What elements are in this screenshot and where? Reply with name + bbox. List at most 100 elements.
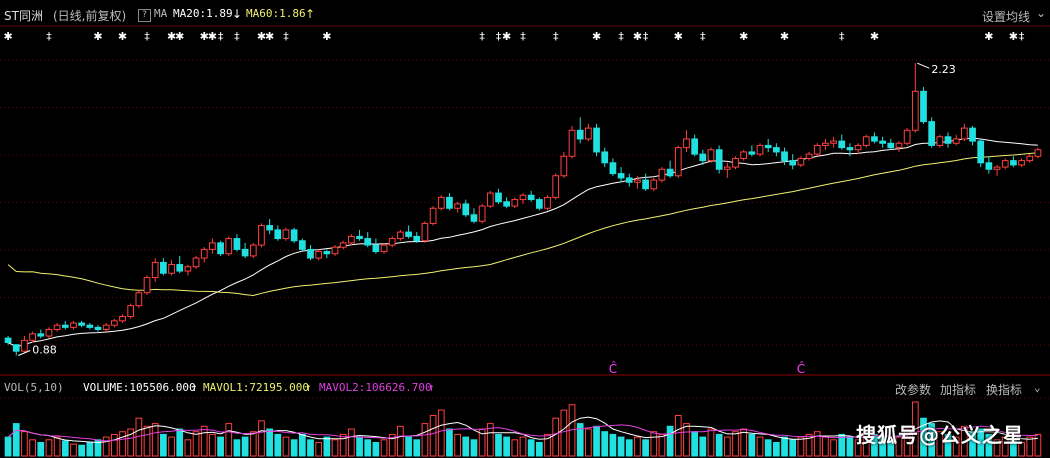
candle-body bbox=[364, 238, 372, 246]
star-marker-icon: ✱ bbox=[1009, 30, 1018, 43]
volume-bar bbox=[617, 436, 625, 457]
candle-body bbox=[764, 144, 772, 149]
candle-body bbox=[535, 199, 543, 209]
candle-body bbox=[348, 235, 355, 244]
candle-body bbox=[339, 242, 347, 248]
volume-bar bbox=[176, 428, 184, 457]
change-params-button[interactable]: 改参数 bbox=[895, 383, 932, 397]
volume-bar bbox=[143, 425, 151, 457]
candle-body bbox=[143, 277, 151, 294]
candle-body bbox=[911, 90, 919, 131]
volume-bar bbox=[928, 423, 936, 457]
volume-bar bbox=[985, 433, 993, 457]
volume-bar bbox=[756, 436, 764, 457]
candle-body bbox=[200, 248, 208, 259]
settings-ma-button[interactable]: 设置均线 bbox=[981, 10, 1030, 24]
volume-bar bbox=[732, 431, 739, 457]
volume-bar bbox=[625, 439, 633, 457]
volume-bar bbox=[470, 439, 478, 457]
candle-body bbox=[519, 194, 527, 201]
volume-bar bbox=[421, 423, 429, 457]
volume-bar bbox=[1034, 433, 1042, 457]
candle-body bbox=[862, 136, 870, 146]
volume-bar bbox=[879, 436, 886, 457]
volume-bar bbox=[715, 433, 723, 457]
volume-bar bbox=[21, 431, 28, 457]
dagger-marker-icon: ‡ bbox=[283, 30, 289, 43]
chevron-down-icon[interactable]: ⌄ bbox=[1035, 6, 1046, 20]
candle-body bbox=[70, 322, 77, 328]
volume-bar bbox=[993, 439, 1001, 457]
switch-indicator-button[interactable]: 换指标 bbox=[986, 383, 1023, 397]
volume-bar bbox=[160, 433, 167, 457]
volume-bar bbox=[781, 436, 788, 457]
candle-body bbox=[61, 324, 69, 328]
special-mark-icon: Ĉ bbox=[797, 361, 805, 376]
candle-body bbox=[356, 235, 363, 240]
dagger-marker-icon: ‡ bbox=[520, 30, 526, 43]
candle-body bbox=[838, 140, 846, 149]
candle-body bbox=[315, 251, 323, 259]
candle-body bbox=[225, 238, 233, 255]
volume-bar bbox=[437, 409, 445, 457]
volume-bar bbox=[838, 433, 846, 457]
dagger-marker-icon: ‡ bbox=[618, 30, 624, 43]
candle-body bbox=[993, 166, 1001, 170]
candle-body bbox=[707, 149, 715, 162]
star-marker-icon: ✱ bbox=[208, 30, 217, 43]
candle-body bbox=[683, 138, 690, 149]
candle-body bbox=[936, 136, 944, 146]
add-indicator-button[interactable]: 加指标 bbox=[940, 383, 977, 397]
volume-bar bbox=[830, 439, 837, 457]
candle-body bbox=[151, 261, 159, 279]
candle-body bbox=[1010, 160, 1017, 166]
dagger-marker-icon: ‡ bbox=[46, 30, 52, 43]
candle-body bbox=[421, 222, 429, 242]
candle-body bbox=[503, 201, 511, 207]
volume-bar bbox=[274, 433, 282, 457]
help-icon[interactable]: ? bbox=[138, 9, 151, 22]
star-marker-icon: ✱ bbox=[633, 30, 642, 43]
candle-body bbox=[527, 194, 535, 201]
volume-bar bbox=[127, 428, 135, 457]
volume-bar bbox=[184, 439, 192, 457]
candle-body bbox=[184, 266, 192, 272]
candle-body bbox=[405, 231, 412, 237]
ma20-value: MA20:1.89 bbox=[173, 7, 233, 20]
volume-bar bbox=[151, 423, 159, 457]
candle-body bbox=[756, 144, 764, 155]
candle-body bbox=[53, 324, 61, 331]
star-marker-icon: ✱ bbox=[93, 30, 102, 43]
candle-body bbox=[985, 162, 993, 170]
volume-bar bbox=[209, 433, 216, 457]
volume-bar bbox=[797, 436, 805, 457]
chevron-down-icon[interactable]: ⌄ bbox=[1034, 381, 1041, 394]
candle-body bbox=[127, 305, 135, 318]
candle-body bbox=[21, 339, 28, 352]
candle-body bbox=[437, 196, 445, 209]
candle-body bbox=[674, 147, 682, 177]
star-marker-icon: ✱ bbox=[870, 30, 879, 43]
volume-bar bbox=[233, 439, 241, 457]
star-marker-icon: ✱ bbox=[167, 30, 176, 43]
candle-body bbox=[168, 264, 175, 274]
volume-bar bbox=[388, 433, 396, 457]
ma-label: MA bbox=[154, 7, 168, 20]
dagger-marker-icon: ‡ bbox=[700, 30, 706, 43]
candle-body bbox=[1026, 155, 1034, 162]
volume-bar bbox=[813, 431, 821, 457]
candle-body bbox=[388, 238, 396, 246]
volume-bar bbox=[805, 433, 813, 457]
candle-body bbox=[397, 231, 404, 240]
volume-bar bbox=[413, 439, 421, 457]
volume-bar bbox=[4, 436, 12, 457]
volume-bar bbox=[748, 433, 756, 457]
candle-body bbox=[544, 196, 551, 209]
candle-body bbox=[454, 203, 461, 209]
volume-bar bbox=[650, 431, 658, 457]
volume-bar bbox=[200, 425, 208, 457]
volume-bar bbox=[527, 439, 535, 457]
volume-bar bbox=[266, 428, 273, 457]
stock-name[interactable]: ST同洲 bbox=[4, 9, 43, 23]
